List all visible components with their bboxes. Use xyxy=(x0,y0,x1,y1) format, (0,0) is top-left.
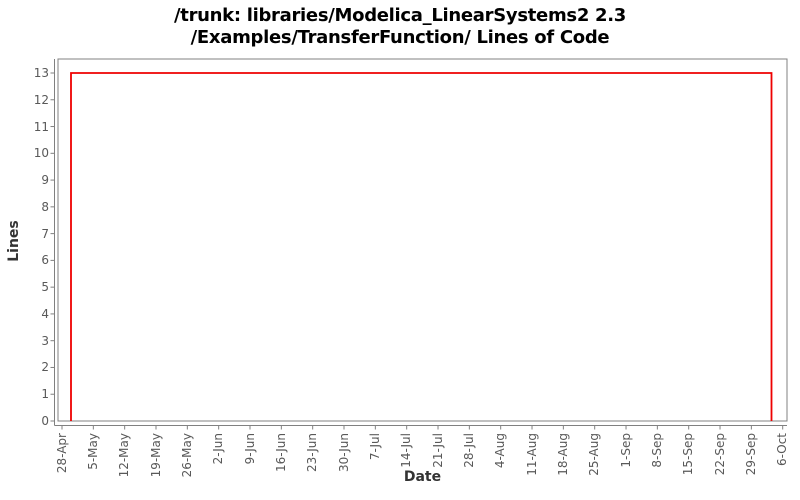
x-tick-label: 19-May xyxy=(148,433,163,478)
x-tick-label: 9-Jun xyxy=(242,433,257,465)
x-tick-label: 28-Jul xyxy=(461,433,476,468)
y-tick-label: 7 xyxy=(41,226,49,241)
plot-border xyxy=(57,58,788,422)
y-tick-label: 6 xyxy=(41,253,49,268)
x-tick-label: 1-Sep xyxy=(618,433,633,468)
x-tick-label: 21-Jul xyxy=(430,433,445,468)
y-tick-label: 9 xyxy=(41,173,49,188)
x-tick-label: 28-Apr xyxy=(54,433,69,474)
x-tick-label: 2-Jun xyxy=(211,433,226,465)
y-axis-title: Lines xyxy=(6,220,22,262)
x-tick-label: 18-Aug xyxy=(555,433,570,476)
x-tick-label: 7-Jul xyxy=(367,433,382,461)
y-tick-label: 3 xyxy=(41,333,49,348)
x-tick-label: 6-Oct xyxy=(775,433,790,467)
y-tick-label: 13 xyxy=(33,66,49,80)
x-tick-label: 15-Sep xyxy=(681,433,696,476)
x-axis-title: Date xyxy=(403,469,442,485)
y-tick-label: 0 xyxy=(41,414,49,428)
chart-title-line1: /trunk: libraries/Modelica_LinearSystems… xyxy=(174,5,626,26)
y-tick-label: 2 xyxy=(41,360,49,375)
series-line-lines-of-code xyxy=(70,72,773,421)
y-tick-label: 10 xyxy=(33,146,49,161)
y-tick-label: 12 xyxy=(33,92,49,107)
x-tick-label: 22-Sep xyxy=(712,433,727,476)
y-tick-label: 5 xyxy=(41,280,49,295)
y-tick-label: 4 xyxy=(41,306,49,321)
chart-title: /trunk: libraries/Modelica_LinearSystems… xyxy=(0,5,800,49)
y-tick-label: 8 xyxy=(41,199,49,214)
x-tick-label: 4-Aug xyxy=(493,433,508,469)
x-tick-label: 12-May xyxy=(117,433,132,478)
y-tick-label: 1 xyxy=(41,387,49,402)
x-tick-label: 23-Jun xyxy=(305,433,320,473)
x-tick-label: 30-Jun xyxy=(336,433,351,473)
x-tick-label: 14-Jul xyxy=(399,433,414,468)
x-tick-label: 16-Jun xyxy=(273,433,288,473)
x-tick-label: 8-Sep xyxy=(649,433,664,468)
x-tick-label: 25-Aug xyxy=(587,433,602,476)
x-tick-label: 29-Sep xyxy=(743,433,758,476)
x-tick-label: 11-Aug xyxy=(524,433,539,476)
x-tick-label: 5-May xyxy=(85,433,100,470)
chart-title-line2: /Examples/TransferFunction/ Lines of Cod… xyxy=(190,27,610,48)
x-tick-label: 26-May xyxy=(179,433,194,478)
y-tick-label: 11 xyxy=(33,119,49,134)
